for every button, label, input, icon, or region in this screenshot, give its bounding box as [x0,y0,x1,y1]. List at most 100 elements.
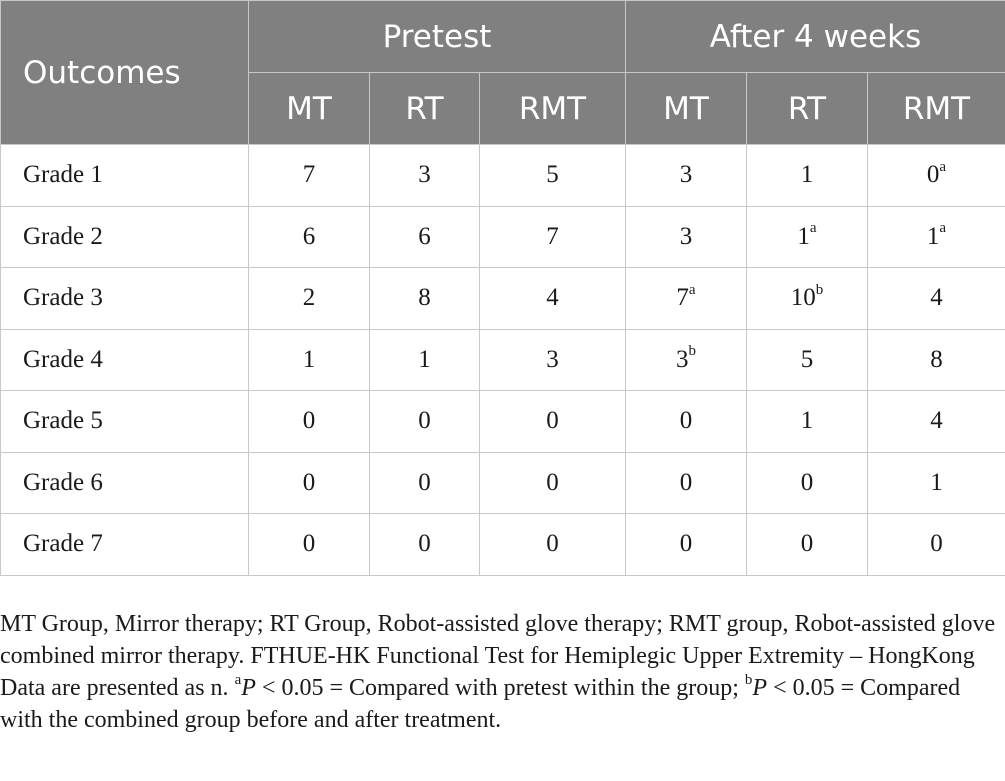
cell-value: 4 [546,284,559,312]
table-cell: 3 [479,328,626,391]
cell-value: 8 [930,345,943,373]
table-cell: 3 [625,205,747,268]
cell-value: 3 [418,161,431,189]
cell-value: 6 [418,222,431,250]
table-cell: 2 [248,267,370,330]
footnote-sup-a: a [234,672,242,688]
table-row: Grade 4 1 1 3 3b 5 8 [0,328,1005,391]
footnote-p-a: P [241,675,256,701]
cell-value: 1 [302,345,316,373]
table-cell: 0 [867,513,1005,576]
table-cell: 0 [248,451,370,514]
cell-value: 0 [546,468,559,496]
table-cell: 1a [867,205,1005,268]
cell-superscript: b [815,281,824,298]
table-cell: 7 [479,205,626,268]
cell-value: 0 [800,530,814,558]
cell-value: 0 [418,530,431,558]
header-group: RT [746,72,868,145]
footnote-p-b: P [752,675,768,701]
table-cell: 0 [746,451,868,514]
table-cell: 6 [369,205,480,268]
table-cell: 7a [625,267,747,330]
table-cell: 3 [369,144,480,207]
header-group: MT [625,72,747,145]
table-cell: 6 [248,205,370,268]
table-cell: 7 [248,144,370,207]
cell-value: 0 [800,468,814,496]
cell-value: 0 [302,530,316,558]
table-cell: 1 [746,144,868,207]
table-row: Grade 7 0 0 0 0 0 0 [0,513,1005,576]
row-label: Grade 4 [0,328,249,391]
cell-value: 0 [302,407,316,435]
header-group: RMT [867,72,1005,145]
cell-superscript: a [939,220,947,237]
table-cell: 1 [369,328,480,391]
cell-value: 4 [930,407,943,435]
cell-superscript: a [939,158,947,175]
cell-value: 5 [800,345,814,373]
row-label: Grade 3 [0,267,249,330]
cell-value: 0 [418,468,431,496]
cell-value: 1 [797,222,810,250]
cell-value: 3 [679,161,693,189]
table-cell: 10b [746,267,868,330]
cell-value: 0 [546,407,559,435]
cell-value: 1 [926,222,940,250]
table-cell: 0 [369,390,480,453]
footnote-text-2: < 0.05 = Compared with pretest within th… [255,675,745,701]
table-cell: 8 [369,267,480,330]
table-cell: 0a [867,144,1005,207]
cell-value: 10 [790,284,816,312]
cell-superscript: a [688,281,696,298]
results-table: Outcomes Pretest After 4 weeks MT RT RMT… [0,0,1005,576]
table-cell: 4 [867,390,1005,453]
table-cell: 5 [746,328,868,391]
cell-value: 5 [546,161,559,189]
table-cell: 1 [867,451,1005,514]
row-label: Grade 7 [0,513,249,576]
row-label: Grade 2 [0,205,249,268]
table-cell: 0 [369,513,480,576]
table-row: Grade 3 2 8 4 7a 10b 4 [0,267,1005,330]
table-row: Grade 6 0 0 0 0 0 1 [0,451,1005,514]
cell-value: 0 [679,407,693,435]
header-outcomes: Outcomes [0,0,249,145]
table-cell: 4 [479,267,626,330]
table-cell: 0 [369,451,480,514]
table-cell: 0 [746,513,868,576]
header-row-top: Outcomes Pretest After 4 weeks [0,0,1005,145]
cell-superscript: b [688,343,697,360]
table-cell: 0 [625,451,747,514]
cell-value: 1 [800,161,814,189]
cell-value: 0 [302,468,316,496]
table-cell: 3b [625,328,747,391]
cell-value: 3 [546,345,559,373]
header-group: RMT [479,72,626,145]
cell-value: 7 [546,222,559,250]
table-cell: 4 [867,267,1005,330]
table-cell: 1a [746,205,868,268]
cell-value: 0 [679,530,693,558]
table-row: Grade 1 7 3 5 3 1 0a [0,144,1005,207]
row-label: Grade 1 [0,144,249,207]
table-cell: 0 [479,390,626,453]
cell-value: 1 [930,468,943,496]
table-cell: 8 [867,328,1005,391]
header-group: RT [369,72,480,145]
table-row: Grade 2 6 6 7 3 1a 1a [0,205,1005,268]
cell-superscript: a [809,220,817,237]
cell-value: 2 [302,284,316,312]
table-row: Grade 5 0 0 0 0 1 4 [0,390,1005,453]
cell-value: 7 [676,284,689,312]
table-cell: 5 [479,144,626,207]
cell-value: 8 [418,284,431,312]
table-cell: 0 [248,513,370,576]
table-cell: 0 [248,390,370,453]
row-label: Grade 6 [0,451,249,514]
table-footnote: MT Group, Mirror therapy; RT Group, Robo… [0,608,1000,736]
footnote-text-1: MT Group, Mirror therapy; RT Group, Robo… [0,611,996,701]
cell-value: 0 [926,161,940,189]
